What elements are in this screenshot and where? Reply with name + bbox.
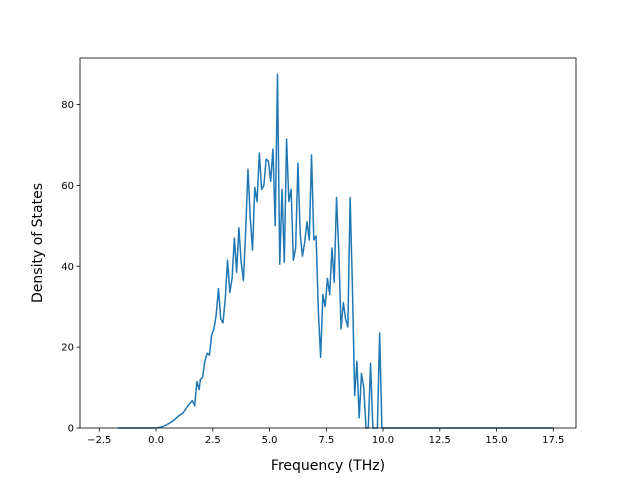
y-tick-label: 20: [61, 343, 74, 354]
x-tick-label: 0.0: [148, 435, 164, 446]
x-tick-label: −2.5: [87, 435, 111, 446]
y-tick-label: 60: [61, 181, 74, 192]
y-axis-label: Density of States: [30, 183, 46, 303]
x-tick-label: 7.5: [318, 435, 334, 446]
x-tick-label: 17.5: [542, 435, 564, 446]
plot-area: [80, 58, 576, 428]
y-tick-label: 40: [61, 262, 74, 273]
x-tick-label: 12.5: [429, 435, 451, 446]
y-tick-label: 80: [61, 100, 74, 111]
dos-series-line: [117, 73, 554, 429]
x-tick-label: 15.0: [485, 435, 507, 446]
plot-frame: [79, 57, 577, 429]
x-axis-label: Frequency (THz): [271, 458, 385, 474]
y-tick-label: 0: [68, 424, 74, 435]
x-tick-label: 5.0: [262, 435, 278, 446]
y-axis-ticks: 0 20 40 60 80: [61, 100, 80, 435]
series-layer: [117, 73, 554, 429]
x-tick-label: 2.5: [205, 435, 221, 446]
x-tick-label: 10.0: [372, 435, 394, 446]
